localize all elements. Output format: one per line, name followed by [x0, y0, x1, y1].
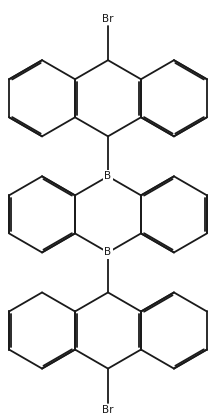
Text: B: B	[105, 247, 111, 257]
Text: Br: Br	[102, 14, 114, 24]
Text: B: B	[105, 171, 111, 181]
Text: Br: Br	[102, 405, 114, 415]
